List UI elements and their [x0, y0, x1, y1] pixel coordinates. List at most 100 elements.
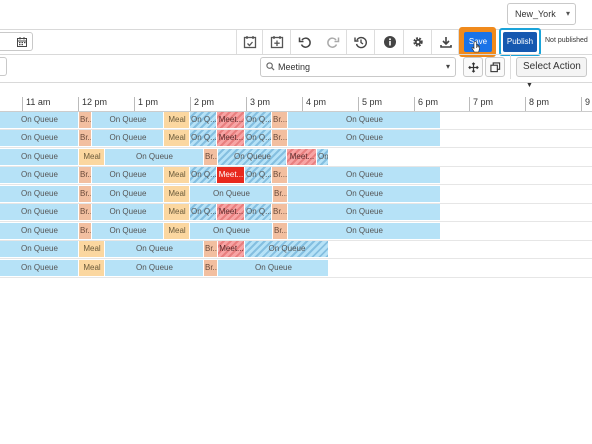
on-queue-block[interactable]: On Queue [288, 186, 441, 202]
on-queue-block[interactable]: On Queue [92, 112, 164, 128]
on-queue-block[interactable]: On Queue [0, 167, 79, 183]
row-divider [0, 240, 592, 241]
meeting-block[interactable]: Meet... [287, 149, 317, 165]
on-queue-block[interactable]: On Queue [288, 223, 441, 239]
break-block[interactable]: Br... [272, 130, 288, 146]
add-day-button[interactable] [264, 30, 289, 54]
meeting-block[interactable]: Meet... [218, 241, 245, 257]
on-queue-block[interactable]: On Queue [245, 241, 329, 257]
break-block[interactable]: Br... [272, 167, 288, 183]
break-block[interactable]: Br... [79, 223, 92, 239]
meal-block[interactable]: Meal [164, 204, 190, 220]
row-divider [0, 277, 592, 278]
meeting-block-selected[interactable]: Meet... [217, 167, 245, 183]
on-queue-block[interactable]: On Q... [245, 204, 272, 220]
on-queue-block[interactable]: On Q... [190, 130, 217, 146]
meal-block[interactable]: Meal [79, 149, 105, 165]
timeline-label: 6 pm [418, 97, 439, 107]
on-queue-block[interactable]: On Q... [245, 167, 272, 183]
redo-icon [326, 37, 339, 48]
on-queue-block[interactable]: On Queue [218, 149, 287, 165]
break-block[interactable]: Br... [204, 260, 218, 276]
break-block[interactable]: Br... [273, 223, 288, 239]
row-divider [0, 221, 592, 222]
on-queue-block[interactable]: On Queue [0, 223, 79, 239]
on-queue-block[interactable]: On Queue [190, 223, 273, 239]
on-queue-block[interactable]: On Q... [245, 112, 272, 128]
copy-button[interactable] [485, 57, 505, 77]
meal-block[interactable]: Meal [164, 112, 190, 128]
redo-button[interactable] [320, 30, 345, 54]
save-button[interactable]: Save [464, 32, 492, 52]
on-queue-block[interactable]: On Q... [190, 204, 217, 220]
break-block[interactable]: Br... [79, 112, 92, 128]
break-block[interactable]: Br... [79, 186, 92, 202]
meal-block[interactable]: Meal [164, 167, 190, 183]
chevron-down-icon: ▾ [445, 62, 450, 71]
on-queue-block[interactable]: On Queue [218, 260, 329, 276]
undo-button[interactable] [292, 30, 317, 54]
move-button[interactable] [463, 57, 483, 77]
on-queue-block[interactable]: On Q... [190, 167, 217, 183]
publish-status: Not published [545, 37, 588, 44]
timeline-label: 2 pm [194, 97, 215, 107]
divider [346, 30, 347, 54]
break-block[interactable]: Br... [79, 130, 92, 146]
break-block[interactable]: Br... [79, 167, 92, 183]
meeting-block[interactable]: Meet... [217, 204, 245, 220]
break-block[interactable]: Br... [272, 112, 288, 128]
history-button[interactable] [348, 30, 373, 54]
on-queue-block[interactable]: On Queue [0, 112, 79, 128]
timeline-label: 8 pm [529, 97, 550, 107]
left-filter-control[interactable] [0, 57, 7, 76]
date-picker[interactable] [0, 32, 33, 51]
break-block[interactable]: Br... [273, 186, 288, 202]
meeting-block[interactable]: Meet... [217, 130, 245, 146]
on-queue-block[interactable]: On Queue [0, 130, 79, 146]
on-queue-block[interactable]: On Queue [0, 241, 79, 257]
caret-down-icon: ▼ [526, 82, 533, 89]
meal-block[interactable]: Meal [79, 260, 105, 276]
on-queue-block[interactable]: On Queue [288, 130, 441, 146]
meal-block[interactable]: Meal [79, 241, 105, 257]
on-queue-block[interactable]: On Queue [105, 241, 204, 257]
search-icon [266, 62, 275, 71]
on-queue-block[interactable]: On Queue [0, 186, 79, 202]
on-queue-block[interactable]: On [317, 149, 329, 165]
info-button[interactable] [377, 30, 402, 54]
on-queue-block[interactable]: On Queue [92, 167, 164, 183]
break-block[interactable]: Br... [79, 204, 92, 220]
break-block[interactable]: Br... [204, 149, 218, 165]
on-queue-block[interactable]: On Queue [92, 186, 164, 202]
on-queue-block[interactable]: On Queue [92, 130, 164, 146]
on-queue-block[interactable]: On Queue [0, 149, 79, 165]
on-queue-block[interactable]: On Queue [288, 167, 441, 183]
publish-button[interactable]: Publish [503, 32, 537, 52]
meal-block[interactable]: Meal [164, 223, 190, 239]
on-queue-block[interactable]: On Queue [288, 112, 441, 128]
meeting-block[interactable]: Meet... [217, 112, 245, 128]
break-block[interactable]: Br... [204, 241, 218, 257]
chevron-down-icon: ▾ [565, 9, 570, 18]
download-button[interactable] [433, 30, 458, 54]
on-queue-block[interactable]: On Queue [288, 204, 441, 220]
calendar-check-button[interactable] [237, 30, 262, 54]
activity-select[interactable]: Meeting ▾ [260, 57, 456, 77]
timezone-select[interactable]: New_York ▾ [507, 3, 576, 25]
on-queue-block[interactable]: On Q... [245, 130, 272, 146]
on-queue-block[interactable]: On Queue [92, 223, 164, 239]
on-queue-block[interactable]: On Queue [92, 204, 164, 220]
on-queue-block[interactable]: On Queue [0, 204, 79, 220]
meal-block[interactable]: Meal [164, 186, 190, 202]
on-queue-block[interactable]: On Queue [0, 260, 79, 276]
activity-value: Meeting [278, 62, 311, 72]
meal-block[interactable]: Meal [164, 130, 190, 146]
on-queue-block[interactable]: On Queue [190, 186, 273, 202]
on-queue-block[interactable]: On Q... [190, 112, 217, 128]
on-queue-block[interactable]: On Queue [105, 149, 204, 165]
on-queue-block[interactable]: On Queue [105, 260, 204, 276]
select-action-dropdown[interactable]: Select Action ▼ [516, 57, 587, 89]
settings-button[interactable] [405, 30, 430, 54]
break-block[interactable]: Br... [272, 204, 288, 220]
